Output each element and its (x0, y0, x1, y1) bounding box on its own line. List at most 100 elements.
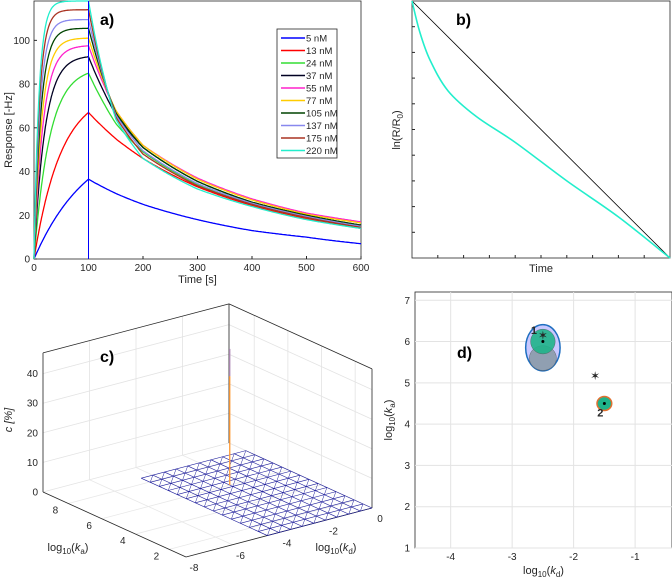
mesh-line (159, 458, 264, 487)
mesh-line (173, 468, 177, 477)
centroid-dot (602, 401, 606, 405)
mesh-line (330, 498, 334, 507)
mesh-line (262, 484, 266, 492)
mesh-line (348, 506, 352, 515)
mesh-line (313, 516, 317, 524)
mesh-line (304, 511, 308, 520)
mesh-line (232, 479, 236, 487)
mesh-line (222, 507, 226, 516)
mesh-line (263, 509, 267, 518)
mesh-line (360, 503, 364, 512)
z-axis-label: c [%] (3, 407, 15, 432)
series-line-220-nM (33, 0, 362, 260)
mesh-line (204, 499, 208, 507)
x-axis-label-b: Time (529, 263, 553, 275)
mesh-line (290, 522, 294, 530)
z-tick-label: 30 (27, 399, 39, 410)
mesh-line (339, 502, 343, 511)
mesh-line (253, 480, 257, 488)
mesh-line (215, 496, 219, 504)
x-tick-label-a: 400 (244, 263, 261, 274)
ka-tick-label: 8 (53, 505, 59, 516)
z-tick-label: 40 (27, 369, 39, 380)
mesh-line (279, 466, 283, 475)
mesh-line (327, 505, 331, 514)
y-tick-label-d: 7 (404, 296, 410, 307)
axis-edge (42, 303, 230, 354)
mesh-line (224, 500, 228, 509)
mesh-line (251, 512, 255, 521)
mesh-line (186, 470, 291, 499)
mesh-line (184, 465, 188, 474)
x-tick-label-a: 100 (80, 263, 97, 274)
mesh-line (161, 471, 165, 480)
mesh-line (219, 456, 223, 465)
mesh-line (218, 489, 222, 497)
mesh-line (149, 475, 154, 483)
z-tick-label: 0 (32, 488, 38, 499)
mesh-line (303, 486, 307, 494)
grid-line (89, 479, 233, 546)
panel-label-b: b) (456, 12, 471, 29)
panel-label-c: c) (100, 349, 114, 366)
mesh-line (258, 524, 262, 532)
mesh-line (202, 474, 206, 482)
mesh-line (231, 491, 337, 520)
y-tick-label-d: 6 (404, 337, 410, 348)
legend-entry: 105 nM (306, 109, 338, 120)
mesh-line (309, 497, 313, 505)
grid-line (228, 353, 373, 420)
mesh-line (196, 462, 200, 471)
mesh-line (240, 495, 346, 524)
mesh-line (205, 466, 209, 475)
ka-axis-label: log10(ka) (48, 542, 89, 556)
mesh-line (223, 475, 227, 483)
mesh-line (238, 490, 243, 498)
mesh-line (286, 503, 290, 512)
panel-c: 0 10 20 30 40 2 4 6 8 -8 -6 -4 -2 0 c [%] log10(ka) log1… (3, 303, 383, 574)
mesh-line (240, 516, 244, 524)
mesh-line (195, 474, 300, 504)
y-tick-label-d: 1 (404, 544, 410, 555)
mesh-line (231, 453, 235, 461)
mesh-line (242, 450, 247, 458)
mesh-line (281, 518, 285, 526)
panel-label-d: d) (457, 345, 472, 362)
axis-edge (42, 491, 187, 558)
mesh-line (282, 485, 286, 493)
mesh-line (141, 450, 246, 479)
mesh-line (298, 500, 302, 509)
mesh-line (213, 503, 217, 512)
mesh-line (209, 485, 213, 493)
mesh-line (342, 495, 346, 503)
series-line-5-nM (33, 178, 362, 260)
mesh-line (269, 521, 273, 529)
mesh-line (191, 477, 195, 485)
mesh-line (295, 507, 299, 516)
centroid-dot (541, 340, 545, 344)
panel-b: Time ln(R/R0) b) (391, 0, 671, 275)
mesh-line (288, 471, 292, 479)
panel-a: 0 100 200 300 400 500 600 0 20 40 60 80 100 Time [s] R… (3, 0, 370, 286)
mesh-line (227, 493, 231, 501)
kd-tick-label: -2 (329, 526, 338, 537)
y-axis-label-a: Response [-Hz] (3, 92, 15, 168)
mesh-line (265, 502, 270, 511)
y-axis-label-b: ln(R/R0) (391, 110, 405, 149)
mesh-line (300, 493, 304, 501)
mesh-line (267, 470, 271, 478)
mesh-line (168, 462, 273, 491)
panel-label-a: a) (100, 12, 114, 29)
mesh-line (195, 495, 199, 503)
y-tick-label-a: 100 (13, 36, 30, 47)
mesh-line (150, 454, 255, 483)
mesh-line (251, 454, 256, 462)
kd-tick-label: 0 (377, 514, 383, 525)
mesh-line (318, 501, 322, 510)
mesh-line (267, 507, 373, 536)
x-tick-label-a: 600 (353, 263, 370, 274)
mesh-line (158, 479, 163, 487)
